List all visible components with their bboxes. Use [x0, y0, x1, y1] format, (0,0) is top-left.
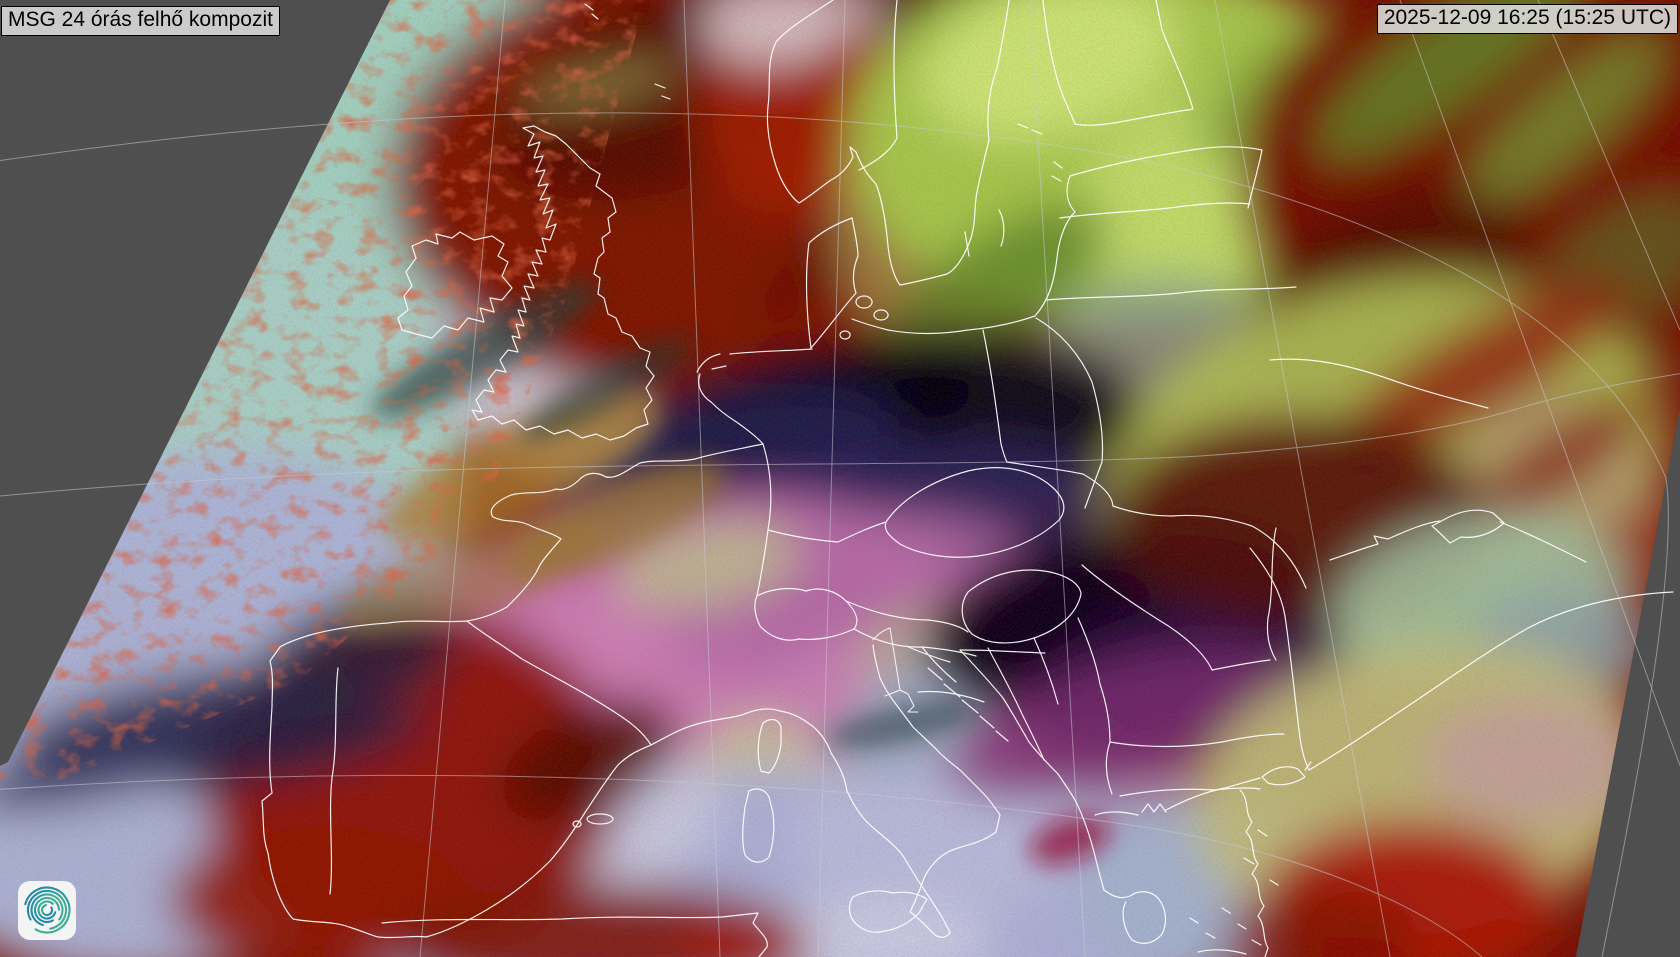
cyclone-spiral-icon [23, 886, 71, 934]
product-title-label: MSG 24 órás felhő kompozit [1, 6, 280, 37]
met-logo [18, 881, 76, 940]
country-borders [261, 0, 1674, 957]
timestamp-label: 2025-12-09 16:25 (15:25 UTC) [1376, 4, 1678, 35]
